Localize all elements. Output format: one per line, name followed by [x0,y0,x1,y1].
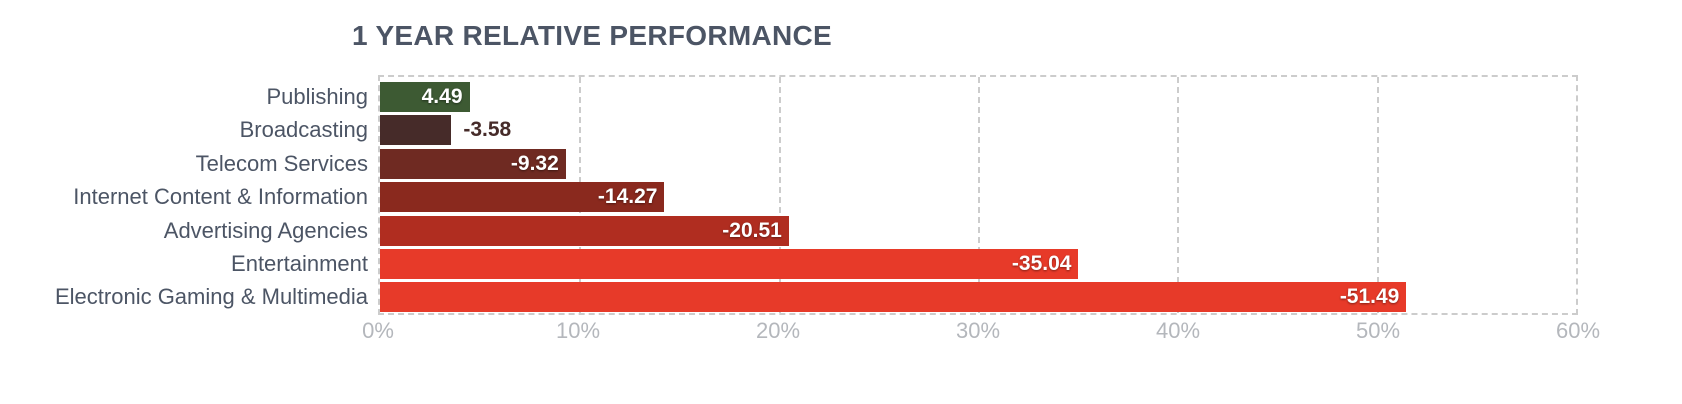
bar: -20.51 [380,215,789,246]
axis-tick-label: 30% [955,318,1001,343]
bar-value-label: -9.32 [510,151,559,175]
x-axis: 0% 10% 20% 30% 40% 50% 60% [362,318,1600,346]
axis-tick-label: 0% [362,318,394,343]
gridline [778,77,781,313]
bar-value-label: -3.58 [463,118,512,142]
axis-tick-label: 40% [1155,318,1201,343]
bar: -35.04 [380,249,1079,279]
category-label: Advertising Agencies [163,217,368,243]
chart-title: 1 YEAR RELATIVE PERFORMANCE [352,20,833,51]
axis-tick-label: 20% [755,318,801,343]
bar-value-label: -14.27 [597,185,658,209]
axis-tick-label: 10% [555,318,601,343]
bar-value-label: -35.04 [1011,252,1072,275]
bar: -14.27 [380,182,665,213]
bar: -3.58 [380,115,511,146]
gridline [1177,77,1180,313]
category-label: Internet Content & Information [73,184,368,210]
plot-area: 4.49 -3.58 -9.32 -14.27 -20.51 -35.04 -51.49 [378,75,1578,315]
bar: -9.32 [380,148,566,179]
axis-tick-label: 60% [1555,318,1601,343]
bar-value-label: 4.49 [421,85,463,108]
category-labels-column: Publishing Broadcasting Telecom Services In… [0,0,378,404]
bar-value-label: -51.49 [1339,285,1400,309]
axis-tick-label: 50% [1355,318,1401,343]
bar: -51.49 [380,282,1407,313]
bar-value-label: -20.51 [722,218,782,242]
category-label: Entertainment [231,251,368,276]
category-label: Broadcasting [239,117,368,143]
gridline [978,77,980,313]
gridline [1376,77,1379,313]
category-label: Electronic Gaming & Multimedia [54,284,368,310]
bar: 4.49 [380,82,470,112]
category-label: Publishing [266,84,368,109]
category-label: Telecom Services [195,150,368,176]
